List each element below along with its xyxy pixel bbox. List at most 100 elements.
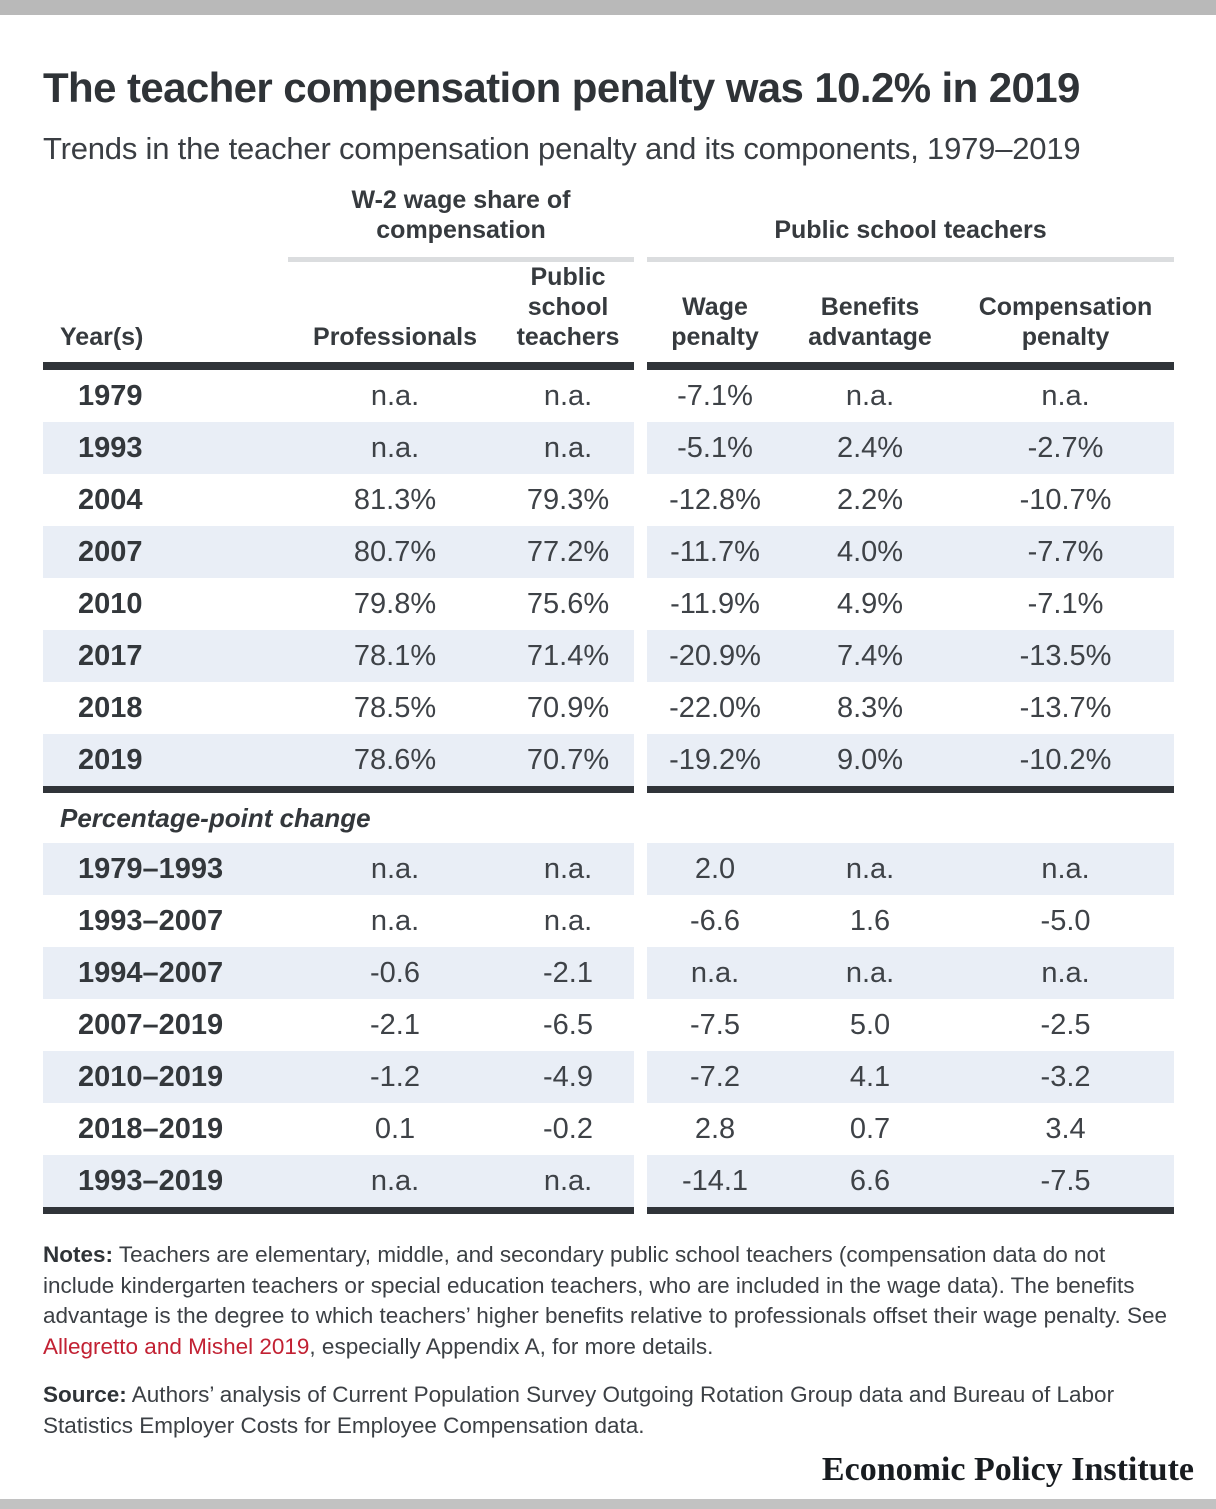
- column-header-benefits-advantage: Benefits advantage: [783, 259, 958, 370]
- cell-value: 2.4%: [783, 422, 958, 474]
- cell-year: 2010: [78, 587, 143, 620]
- table-body: 1979 n.a. n.a. -7.1% n.a. n.a. 1993 n.a. n.a. -5.…: [43, 366, 1175, 1214]
- cell-value: 7.4%: [783, 630, 958, 682]
- column-header-public-school-teachers: Public school teachers: [502, 259, 635, 370]
- cell-value: 0.1: [374, 1112, 416, 1145]
- table-row: 2007–2019 -2.1 -6.5 -7.5 5.0 -2.5: [43, 999, 1174, 1051]
- cell-value: -22.0%: [669, 691, 761, 724]
- cell-value: n.a.: [783, 843, 958, 895]
- table-row: 2019 78.6% 70.7% -19.2% 9.0% -10.2%: [43, 734, 1175, 793]
- cell-value: -14.1: [647, 1155, 784, 1214]
- cell-value: n.a.: [543, 904, 593, 937]
- column-gap: [634, 1155, 648, 1211]
- cell-value: -7.1%: [677, 379, 753, 412]
- cell-value: -0.6: [288, 947, 502, 999]
- cell-value: n.a.: [288, 843, 502, 895]
- table-row: 2004 81.3% 79.3% -12.8% 2.2% -10.7%: [43, 474, 1174, 526]
- column-gap: [634, 1103, 648, 1155]
- cell-year: 1979–1993: [43, 843, 288, 895]
- cell-value: -7.1%: [1027, 587, 1104, 620]
- cell-value: 70.7%: [502, 734, 635, 793]
- table-row: 2010 79.8% 75.6% -11.9% 4.9% -7.1%: [43, 578, 1174, 630]
- allegretto-mishel-2019-link[interactable]: Allegretto and Mishel 2019: [43, 1333, 310, 1359]
- cell-value: 3.4: [1045, 1112, 1086, 1145]
- column-header-row: Year(s) Professionals Public school teac…: [43, 259, 1175, 370]
- cell-value: -10.7%: [1019, 483, 1112, 516]
- column-gap: [634, 843, 648, 895]
- column-group-w2-wage-share: W-2 wage share of compensation: [288, 185, 635, 262]
- cell-value: 1.6: [849, 904, 891, 937]
- cell-value: -4.9: [502, 1051, 635, 1103]
- cell-value: 78.1%: [288, 630, 502, 682]
- cell-value: 5.0: [849, 1008, 891, 1041]
- cell-value: n.a.: [502, 843, 635, 895]
- table-row: 2007 80.7% 77.2% -11.7% 4.0% -7.7%: [43, 526, 1175, 578]
- cell-value: 75.6%: [526, 587, 610, 620]
- cell-value: 9.0%: [783, 734, 958, 793]
- notes-text-after: , especially Appendix A, for more detail…: [309, 1333, 714, 1359]
- cell-value: 4.1: [783, 1051, 958, 1103]
- cell-value: 2.2%: [836, 483, 904, 516]
- cell-value: -3.2: [957, 1051, 1175, 1103]
- cell-value: -5.1%: [647, 422, 784, 474]
- table-row: 1994–2007 -0.6 -2.1 n.a. n.a. n.a.: [43, 947, 1175, 999]
- cell-year: 2007: [43, 526, 288, 578]
- cell-value: -7.7%: [957, 526, 1175, 578]
- cell-year: 1993–2019: [43, 1155, 288, 1214]
- cell-value: 78.5%: [353, 691, 437, 724]
- cell-year: 1993–2007: [78, 904, 224, 937]
- cell-value: n.a.: [647, 947, 784, 999]
- cell-value: n.a.: [1041, 379, 1090, 412]
- cell-value: -20.9%: [647, 630, 784, 682]
- figure-content: The teacher compensation penalty was 10.…: [0, 15, 1216, 1491]
- cell-value: 79.3%: [526, 483, 610, 516]
- column-gap: [634, 947, 648, 999]
- table-row: 2018 78.5% 70.9% -22.0% 8.3% -13.7%: [43, 682, 1174, 734]
- column-header-wage-penalty: Wage penalty: [647, 259, 784, 370]
- cell-value: n.a.: [543, 379, 593, 412]
- cell-year: 1993: [43, 422, 288, 474]
- notes-text: Teachers are elementary, middle, and sec…: [43, 1242, 1168, 1328]
- table-row: 2017 78.1% 71.4% -20.9% 7.4% -13.5%: [43, 630, 1175, 682]
- cell-year: 2004: [78, 483, 143, 516]
- cell-value: -2.7%: [957, 422, 1175, 474]
- cell-value: 6.6: [783, 1155, 958, 1214]
- cell-value: -7.5: [957, 1155, 1175, 1214]
- cell-value: n.a.: [845, 379, 895, 412]
- cell-value: n.a.: [370, 904, 420, 937]
- cell-value: n.a.: [957, 947, 1175, 999]
- table-row: 2018–2019 0.1 -0.2 2.8 0.7 3.4: [43, 1103, 1174, 1155]
- cell-value: -1.2: [288, 1051, 502, 1103]
- cell-value: -11.7%: [647, 526, 784, 578]
- cell-value: -11.9%: [670, 587, 760, 620]
- cell-value: -7.5: [690, 1008, 740, 1041]
- cell-value: -2.1: [502, 947, 635, 999]
- source-text: Authors’ analysis of Current Population …: [43, 1382, 1115, 1438]
- cell-value: -0.2: [543, 1112, 593, 1145]
- cell-value: 81.3%: [353, 483, 437, 516]
- cell-value: n.a.: [288, 1155, 502, 1214]
- column-gap: [634, 578, 648, 630]
- cell-year: 2018–2019: [78, 1112, 224, 1145]
- column-gap: [634, 734, 648, 790]
- cell-year: 1994–2007: [43, 947, 288, 999]
- source-label: Source:: [43, 1382, 127, 1407]
- cell-year: 1979: [78, 379, 143, 412]
- cell-year: 2010–2019: [43, 1051, 288, 1103]
- page-title: The teacher compensation penalty was 10.…: [43, 64, 1080, 111]
- cell-value: -7.2: [647, 1051, 784, 1103]
- column-group-public-school-teachers: Public school teachers: [647, 185, 1175, 262]
- cell-value: -19.2%: [647, 734, 784, 793]
- notes-label: Notes:: [43, 1242, 114, 1267]
- column-header-years: Year(s): [43, 259, 288, 370]
- cell-year: 2018: [78, 691, 143, 724]
- column-gap: [634, 895, 648, 947]
- notes: Notes: Teachers are elementary, middle, …: [43, 1240, 1174, 1362]
- cell-value: 79.8%: [353, 587, 437, 620]
- table-row: 1993–2019 n.a. n.a. -14.1 6.6 -7.5: [43, 1155, 1175, 1214]
- group-header-spacer: [43, 185, 288, 260]
- cell-value: 0.7: [849, 1112, 891, 1145]
- cell-value: 70.9%: [526, 691, 610, 724]
- column-gap: [634, 1051, 648, 1103]
- column-gap: [634, 422, 648, 474]
